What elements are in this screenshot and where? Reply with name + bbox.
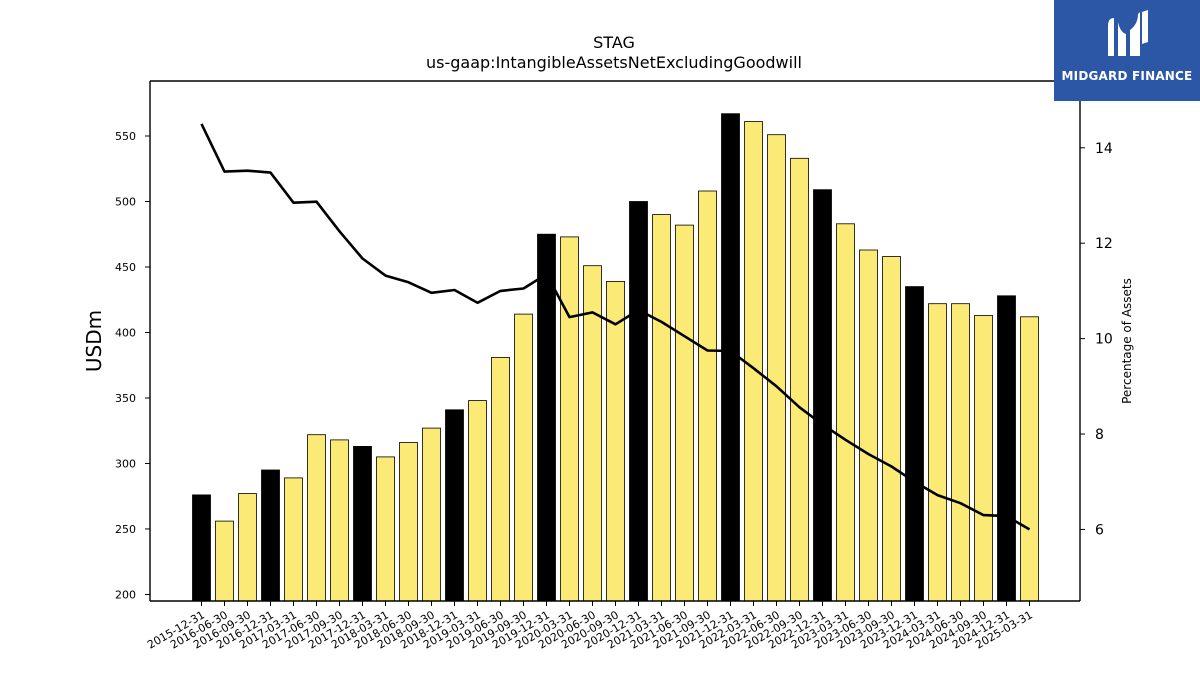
logo-text: MIDGARD FINANCE <box>1061 69 1193 83</box>
y2-tick-label: 10 <box>1095 332 1113 348</box>
bar <box>882 256 901 602</box>
bar <box>468 400 487 602</box>
y-tick-label: 450 <box>115 261 136 274</box>
y-tick-label: 300 <box>115 457 136 470</box>
bar <box>813 189 832 602</box>
y2-tick-label: 6 <box>1095 522 1104 538</box>
chart-title: STAG <box>593 33 635 52</box>
y-tick-label: 500 <box>115 196 136 209</box>
bar <box>261 469 280 602</box>
midgard-finance-logo: MIDGARD FINANCE <box>1054 0 1200 101</box>
bar <box>744 121 763 602</box>
bar <box>192 494 211 602</box>
y-tick-label: 250 <box>115 523 136 536</box>
chart-subtitle: us-gaap:IntangibleAssetsNetExcludingGood… <box>426 53 802 72</box>
y-tick-label: 550 <box>115 130 136 143</box>
line-series <box>200 123 1031 531</box>
bar <box>928 303 947 602</box>
bar <box>422 427 441 602</box>
bar <box>238 493 257 602</box>
bar <box>376 456 395 602</box>
bar <box>951 303 970 602</box>
y2-tick-label: 8 <box>1095 427 1104 443</box>
bar <box>721 113 740 602</box>
bar <box>514 313 533 602</box>
percentage-line <box>200 123 1031 531</box>
bar-series <box>192 113 1039 602</box>
bar <box>675 224 694 602</box>
y2-axis-ticks: 6 8 10 12 14 <box>1080 141 1113 538</box>
bar <box>399 442 418 602</box>
bar <box>974 315 993 602</box>
y2-tick-label: 12 <box>1095 236 1113 252</box>
bar <box>445 409 464 602</box>
bar <box>836 223 855 602</box>
y-axis-ticks: 200 250 300 350 400 450 500 550 <box>115 130 150 601</box>
bar <box>284 477 303 602</box>
bar <box>606 280 625 602</box>
bar <box>790 157 809 602</box>
bar <box>353 445 372 602</box>
bar <box>330 439 349 602</box>
bar <box>767 134 786 602</box>
bar <box>859 249 878 602</box>
bar <box>491 356 510 602</box>
x-axis-ticks: 2015-12-312016-06-302016-09-302016-12-31… <box>145 601 1035 652</box>
bar <box>905 286 924 602</box>
bar <box>629 201 648 602</box>
bar <box>215 520 234 602</box>
bar <box>997 295 1016 602</box>
y-tick-label: 350 <box>115 392 136 405</box>
bar <box>1020 316 1039 602</box>
bar <box>698 190 717 602</box>
bar <box>307 434 326 602</box>
y-tick-label: 200 <box>115 588 136 601</box>
y-tick-label: 400 <box>115 326 136 339</box>
bar <box>560 236 579 602</box>
y2-tick-label: 14 <box>1095 141 1113 157</box>
bar <box>652 214 671 602</box>
logo-mark-icon <box>1108 10 1148 56</box>
bar <box>537 233 556 602</box>
